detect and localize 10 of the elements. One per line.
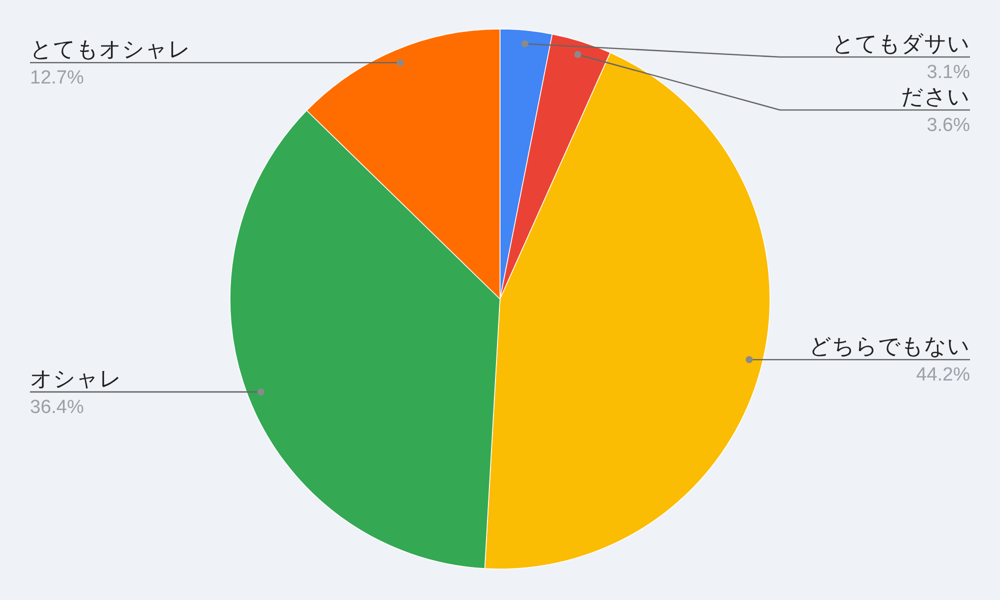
slice-label: ださい	[901, 84, 970, 109]
slice-label: とてもダサい	[832, 31, 970, 56]
slice-label: とてもオシャレ	[30, 36, 191, 62]
data-label: 3.1%	[926, 62, 970, 83]
data-label: 3.6%	[926, 115, 970, 136]
data-label: 12.7%	[30, 68, 84, 89]
slice-label: オシャレ	[30, 366, 122, 391]
data-label: 44.2%	[916, 364, 970, 386]
data-label: 36.4%	[30, 396, 84, 418]
slice-label: どちらでもない	[809, 334, 970, 359]
